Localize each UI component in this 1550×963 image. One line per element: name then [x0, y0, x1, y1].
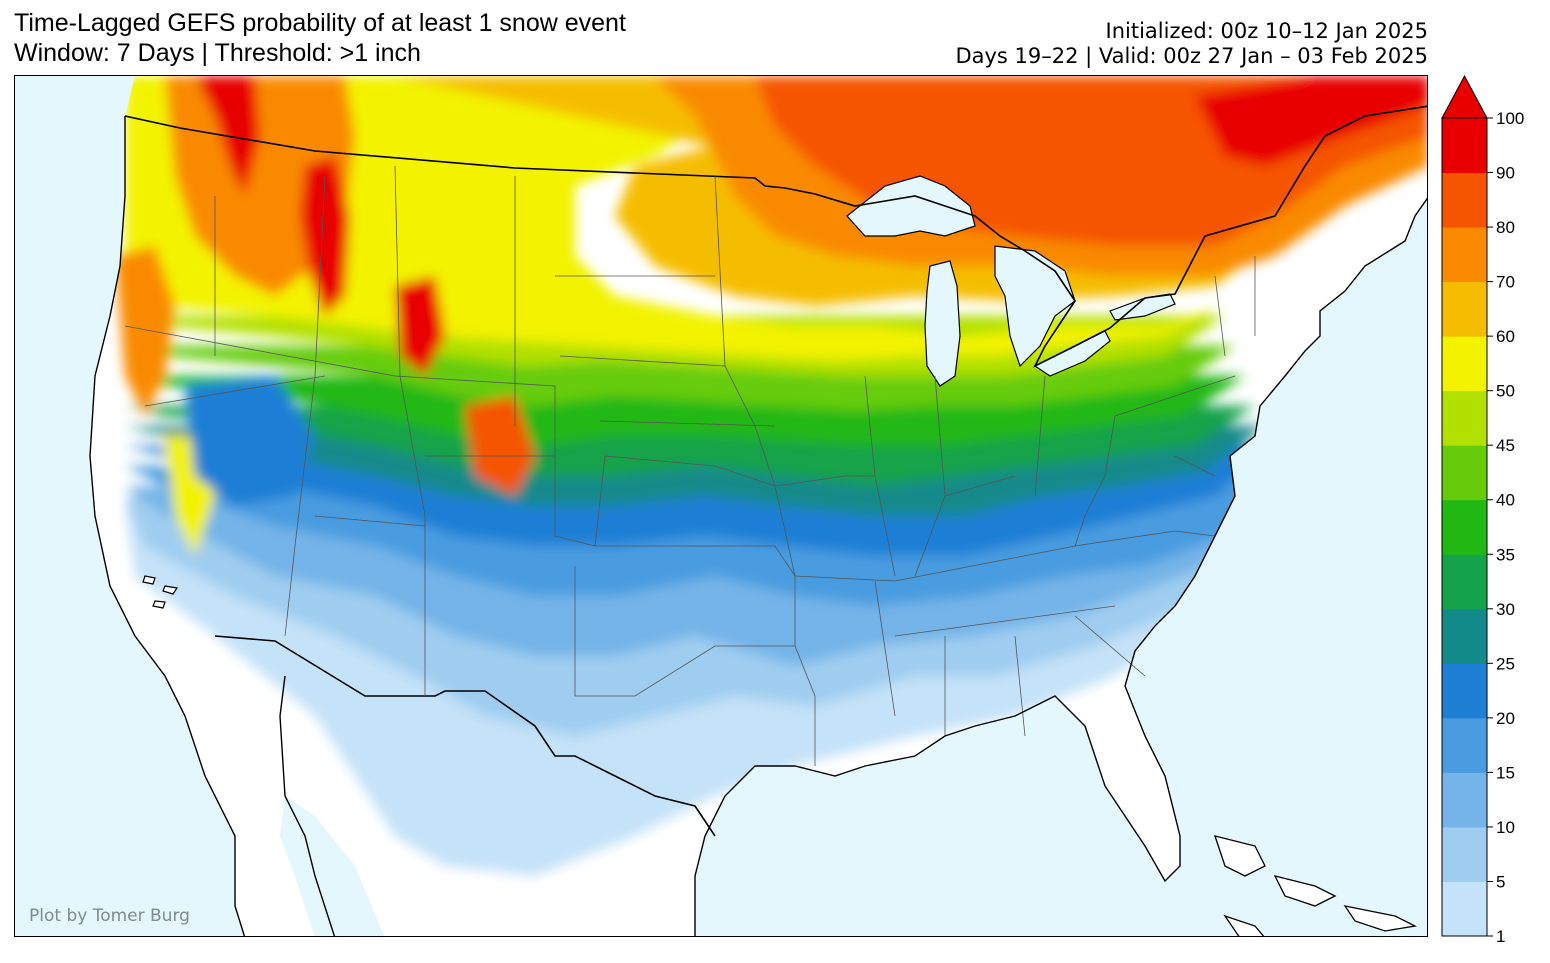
west-mid-prob-4 — [185, 376, 315, 506]
map-panel: Plot by Tomer Burg — [14, 75, 1428, 937]
colorbar-swatch — [1442, 336, 1487, 392]
colorbar-label: 70 — [1496, 273, 1515, 292]
colorbar-label: 80 — [1496, 218, 1515, 237]
gulf-coastline — [694, 197, 1427, 936]
valid-period-label: Days 19–22 | Valid: 00z 27 Jan – 03 Feb … — [955, 44, 1428, 68]
colorbar-swatch — [1442, 445, 1487, 501]
probability-map — [15, 76, 1427, 936]
plot-credit: Plot by Tomer Burg — [29, 906, 190, 926]
colorbar-swatch — [1442, 772, 1487, 828]
map-title: Time-Lagged GEFS probability of at least… — [14, 9, 626, 37]
colorbar-swatch — [1442, 172, 1487, 228]
colorbar-swatch — [1442, 281, 1487, 337]
colorbar-label: 30 — [1496, 600, 1515, 619]
map-subtitle: Window: 7 Days | Threshold: >1 inch — [14, 39, 421, 67]
west-high-prob-3 — [300, 156, 350, 316]
great-lakes — [846, 175, 1176, 387]
colorbar-frame — [1441, 117, 1488, 937]
colorbar-swatch — [1442, 826, 1487, 882]
coastline — [89, 116, 246, 936]
colorbar-label: 60 — [1496, 327, 1515, 346]
colorbar-label: 20 — [1496, 709, 1515, 728]
colorbar-label: 100 — [1496, 109, 1524, 128]
colorbar-swatch — [1442, 499, 1487, 555]
colorbar-label: 25 — [1496, 654, 1515, 673]
colorbar-swatch — [1442, 390, 1487, 446]
colorbar-swatch — [1442, 227, 1487, 283]
colorbar-swatch — [1442, 663, 1487, 719]
colorbar-label: 5 — [1496, 872, 1505, 891]
colorbar-label: 10 — [1496, 818, 1515, 837]
us-canada-border — [124, 105, 1427, 368]
colorbar-label: 40 — [1496, 491, 1515, 510]
colorbar-swatch — [1442, 554, 1487, 610]
us-mexico-border — [214, 635, 716, 837]
caribbean-islands — [1214, 835, 1418, 936]
probability-fill-layer — [115, 76, 1427, 876]
colorbar-swatch — [1442, 881, 1487, 937]
colorbar-swatches — [1441, 74, 1488, 937]
colorbar-swatch — [1442, 118, 1487, 174]
colorbar-label: 90 — [1496, 164, 1515, 183]
colorbar-label: 50 — [1496, 382, 1515, 401]
state-boundaries — [124, 165, 1256, 766]
channel-islands — [142, 575, 179, 609]
lake-huron — [994, 245, 1076, 368]
baja-coastline — [279, 675, 336, 936]
band-90-100 — [1195, 76, 1427, 166]
colorbar-label: 1 — [1496, 927, 1505, 946]
west-mid-prob-2 — [115, 246, 175, 416]
west-high-prob-4 — [395, 276, 445, 376]
initialized-label: Initialized: 00z 10–12 Jan 2025 — [1105, 19, 1429, 43]
colorbar-swatch — [1442, 608, 1487, 664]
colorbar-swatch — [1442, 717, 1487, 773]
colorbar-label: 15 — [1496, 763, 1515, 782]
colorbar-extend-arrow — [1441, 74, 1488, 119]
lake-michigan — [924, 260, 961, 387]
colorbar-label: 45 — [1496, 436, 1515, 455]
lake-superior — [846, 175, 976, 237]
colorbar-label: 35 — [1496, 545, 1515, 564]
west-mid-prob-1 — [465, 396, 535, 496]
